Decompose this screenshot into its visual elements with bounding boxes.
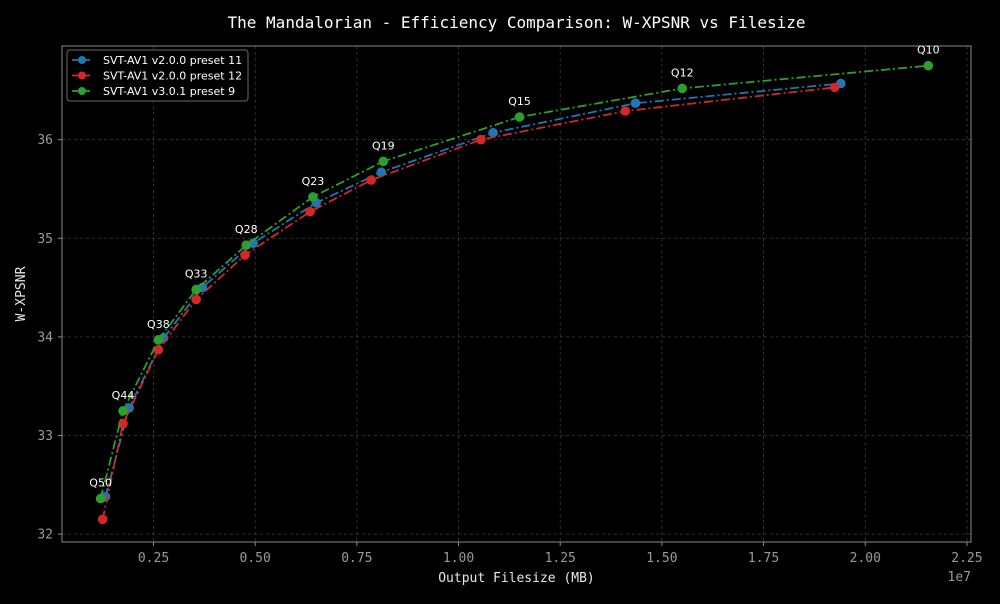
axis-ticks: 0.25 0.50 0.75 1.00 1.25 1.50 1.75 2.00 2.25 32 33… bbox=[37, 133, 982, 566]
x-tick-label: 0.50 bbox=[240, 551, 271, 566]
x-tick-label: 1.50 bbox=[646, 551, 677, 566]
legend: SVT-AV1 v2.0.0 preset 11 SVT-AV1 v2.0.0 p… bbox=[66, 49, 249, 102]
x-axis-title: Output Filesize (MB) bbox=[438, 571, 595, 586]
data-point bbox=[153, 344, 164, 355]
quality-label: Q38 bbox=[147, 318, 170, 331]
legend-marker bbox=[78, 87, 86, 95]
x-tick-label: 0.75 bbox=[341, 551, 372, 566]
series-layer bbox=[95, 60, 934, 525]
x-tick-label: 1.25 bbox=[545, 551, 576, 566]
quality-annotations: Q50 Q44 Q38 Q33 Q28 Q23 Q19 Q15 Q12 Q10 bbox=[89, 44, 939, 490]
data-point bbox=[376, 167, 387, 178]
data-point bbox=[378, 156, 389, 167]
data-point bbox=[97, 514, 108, 525]
legend-label: SVT-AV1 v2.0.0 preset 12 bbox=[103, 70, 242, 83]
data-point bbox=[241, 240, 252, 250]
x-tick-label: 0.25 bbox=[138, 551, 169, 566]
data-point bbox=[191, 294, 202, 305]
quality-label: Q44 bbox=[112, 389, 135, 402]
data-point bbox=[308, 192, 318, 202]
data-point bbox=[240, 250, 250, 260]
quality-label: Q19 bbox=[372, 139, 395, 152]
data-point bbox=[677, 83, 688, 94]
data-point bbox=[829, 82, 840, 93]
data-point bbox=[118, 406, 128, 416]
quality-label: Q33 bbox=[185, 268, 208, 281]
legend-item: SVT-AV1 v2.0.0 preset 11 bbox=[72, 54, 242, 67]
x-tick-label: 1.75 bbox=[748, 551, 779, 566]
series-line bbox=[101, 86, 835, 520]
chart-title: The Mandalorian - Efficiency Comparison:… bbox=[228, 13, 806, 32]
quality-label: Q50 bbox=[89, 477, 112, 490]
data-point bbox=[488, 127, 498, 138]
y-tick-label: 36 bbox=[37, 133, 53, 148]
quality-label: Q12 bbox=[671, 66, 694, 79]
data-point bbox=[191, 284, 202, 295]
x-tick-label: 1.00 bbox=[443, 551, 474, 566]
legend-marker bbox=[78, 56, 86, 64]
data-point bbox=[305, 206, 315, 217]
x-tick-label: 2.25 bbox=[951, 551, 982, 566]
data-point bbox=[95, 493, 106, 504]
legend-label: SVT-AV1 v2.0.0 preset 11 bbox=[103, 54, 242, 67]
legend-box bbox=[66, 49, 249, 102]
data-point bbox=[923, 60, 934, 71]
quality-label: Q10 bbox=[917, 44, 940, 57]
legend-item: SVT-AV1 v3.0.1 preset 9 bbox=[72, 85, 235, 98]
series-3 bbox=[95, 60, 934, 504]
quality-label: Q15 bbox=[508, 95, 531, 108]
y-tick-label: 34 bbox=[37, 330, 53, 345]
y-tick-label: 33 bbox=[37, 429, 53, 444]
data-point bbox=[118, 418, 128, 429]
series-line bbox=[99, 64, 929, 499]
data-point bbox=[476, 134, 486, 145]
y-tick-label: 32 bbox=[37, 528, 53, 543]
y-axis-title: W-XPSNR bbox=[14, 266, 29, 321]
quality-label: Q23 bbox=[302, 175, 325, 188]
legend-item: SVT-AV1 v2.0.0 preset 12 bbox=[72, 70, 242, 83]
data-point bbox=[514, 112, 525, 122]
data-point bbox=[366, 175, 376, 185]
grid bbox=[62, 46, 971, 542]
quality-label: Q28 bbox=[235, 223, 258, 236]
legend-marker bbox=[78, 71, 86, 80]
data-point bbox=[153, 335, 164, 345]
data-point bbox=[620, 106, 631, 116]
y-tick-label: 35 bbox=[37, 232, 53, 247]
data-point bbox=[630, 98, 641, 108]
series-2 bbox=[97, 82, 840, 525]
x-axis-offset-text: 1e7 bbox=[948, 570, 971, 585]
legend-label: SVT-AV1 v3.0.1 preset 9 bbox=[103, 85, 235, 98]
x-tick-label: 2.00 bbox=[850, 551, 881, 566]
plot-frame bbox=[61, 45, 972, 543]
